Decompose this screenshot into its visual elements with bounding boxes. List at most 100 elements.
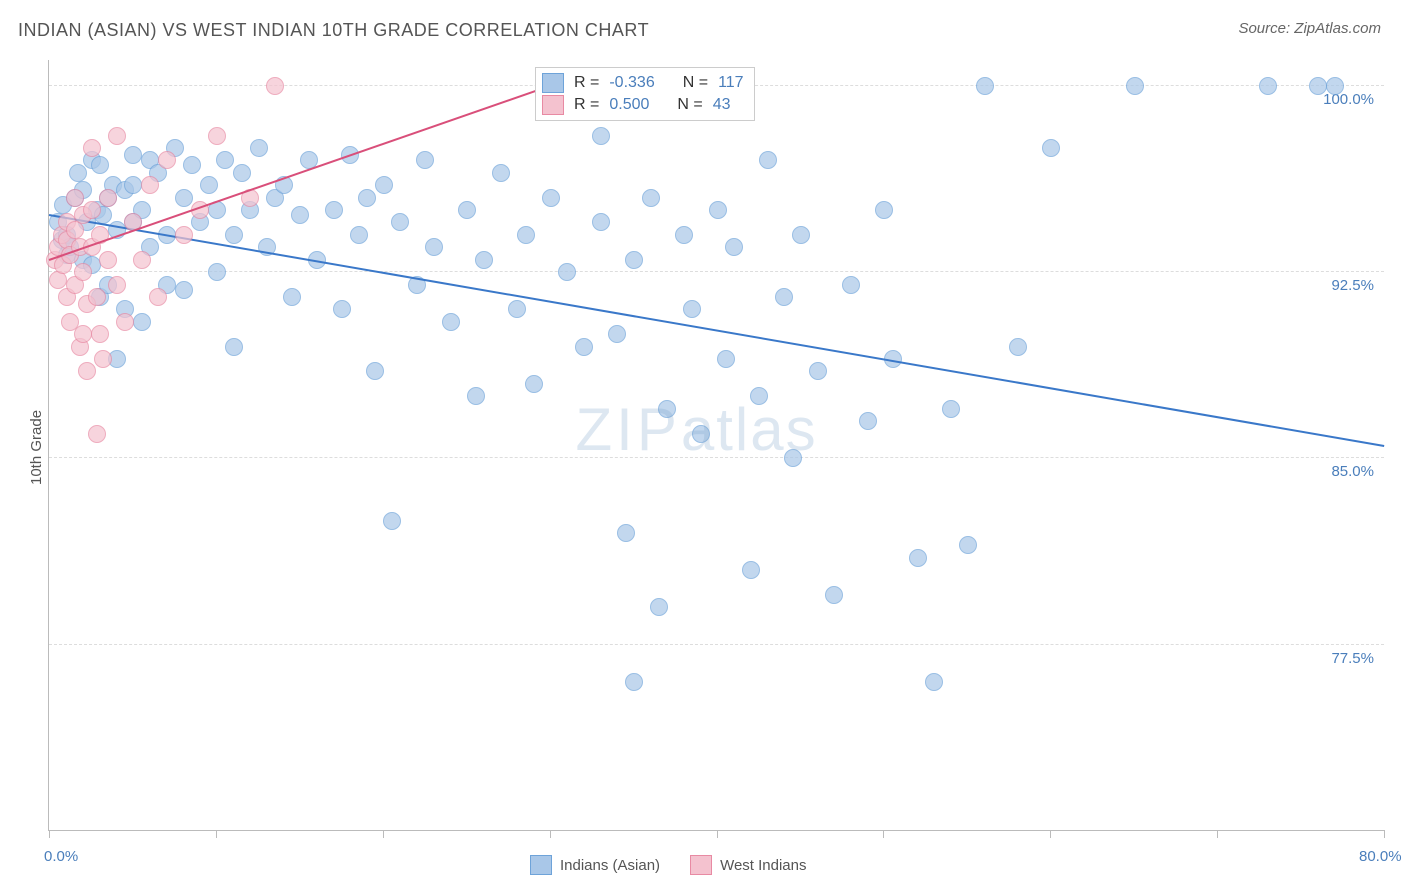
grid-line [49, 644, 1384, 645]
grid-line [49, 457, 1384, 458]
scatter-point [183, 156, 201, 174]
scatter-point [416, 151, 434, 169]
scatter-point [442, 313, 460, 331]
scatter-point [375, 176, 393, 194]
scatter-point [83, 139, 101, 157]
y-tick-label: 85.0% [1314, 463, 1374, 480]
scatter-point [78, 362, 96, 380]
plot-area: 77.5%85.0%92.5%100.0%0.0%80.0% [48, 60, 1384, 831]
scatter-point [124, 146, 142, 164]
scatter-point [617, 524, 635, 542]
chart-title: INDIAN (ASIAN) VS WEST INDIAN 10TH GRADE… [18, 20, 649, 41]
scatter-point [283, 288, 301, 306]
scatter-point [784, 449, 802, 467]
scatter-point [925, 673, 943, 691]
legend-swatch [542, 95, 564, 115]
scatter-point [775, 288, 793, 306]
chart-container: INDIAN (ASIAN) VS WEST INDIAN 10TH GRADE… [0, 0, 1406, 892]
scatter-point [692, 425, 710, 443]
scatter-point [1042, 139, 1060, 157]
y-tick-label: 92.5% [1314, 277, 1374, 294]
scatter-point [959, 536, 977, 554]
scatter-point [175, 281, 193, 299]
scatter-point [792, 226, 810, 244]
scatter-point [74, 263, 92, 281]
stat-r-value: 0.500 [609, 96, 649, 114]
y-tick-label: 77.5% [1314, 650, 1374, 667]
scatter-point [642, 189, 660, 207]
x-tick-label: 80.0% [1359, 848, 1402, 865]
scatter-point [909, 549, 927, 567]
x-tick [883, 830, 884, 838]
scatter-point [650, 598, 668, 616]
scatter-point [558, 263, 576, 281]
scatter-point [88, 425, 106, 443]
scatter-point [859, 412, 877, 430]
scatter-point [658, 400, 676, 418]
scatter-point [1259, 77, 1277, 95]
scatter-point [842, 276, 860, 294]
scatter-point [133, 313, 151, 331]
scatter-point [133, 251, 151, 269]
scatter-point [1309, 77, 1327, 95]
scatter-point [592, 213, 610, 231]
scatter-point [108, 127, 126, 145]
stat-n-label: N = [677, 96, 702, 114]
scatter-point [83, 201, 101, 219]
scatter-point [976, 77, 994, 95]
grid-line [49, 271, 1384, 272]
scatter-point [492, 164, 510, 182]
stat-r-label: R = [574, 96, 599, 114]
scatter-point [508, 300, 526, 318]
scatter-point [99, 251, 117, 269]
scatter-point [266, 77, 284, 95]
scatter-point [542, 189, 560, 207]
scatter-point [99, 189, 117, 207]
scatter-point [425, 238, 443, 256]
x-tick [216, 830, 217, 838]
scatter-point [175, 189, 193, 207]
stat-n-value: 117 [718, 74, 744, 92]
scatter-point [175, 226, 193, 244]
source-label: Source: ZipAtlas.com [1238, 20, 1381, 37]
scatter-point [942, 400, 960, 418]
legend-label: West Indians [720, 857, 806, 874]
scatter-point [108, 276, 126, 294]
scatter-point [759, 151, 777, 169]
scatter-point [1126, 77, 1144, 95]
stat-r-value: -0.336 [609, 74, 654, 92]
legend-swatch [530, 855, 552, 875]
scatter-point [683, 300, 701, 318]
x-tick-label: 0.0% [44, 848, 78, 865]
trend-line [49, 85, 550, 261]
scatter-point [575, 338, 593, 356]
scatter-point [592, 127, 610, 145]
scatter-point [750, 387, 768, 405]
scatter-point [625, 673, 643, 691]
scatter-point [225, 338, 243, 356]
scatter-point [709, 201, 727, 219]
scatter-point [141, 176, 159, 194]
scatter-point [333, 300, 351, 318]
bottom-legend: Indians (Asian) West Indians [530, 855, 807, 875]
scatter-point [225, 226, 243, 244]
scatter-point [608, 325, 626, 343]
x-tick [383, 830, 384, 838]
scatter-point [809, 362, 827, 380]
scatter-point [350, 226, 368, 244]
scatter-point [383, 512, 401, 530]
scatter-point [458, 201, 476, 219]
scatter-point [208, 127, 226, 145]
scatter-point [391, 213, 409, 231]
scatter-point [66, 189, 84, 207]
scatter-point [116, 313, 134, 331]
scatter-point [625, 251, 643, 269]
scatter-point [91, 156, 109, 174]
legend-label: Indians (Asian) [560, 857, 660, 874]
trend-line [49, 214, 1384, 447]
stat-row: R =-0.336N =117 [542, 72, 744, 94]
scatter-point [325, 201, 343, 219]
legend-swatch [542, 73, 564, 93]
x-tick [717, 830, 718, 838]
scatter-point [825, 586, 843, 604]
